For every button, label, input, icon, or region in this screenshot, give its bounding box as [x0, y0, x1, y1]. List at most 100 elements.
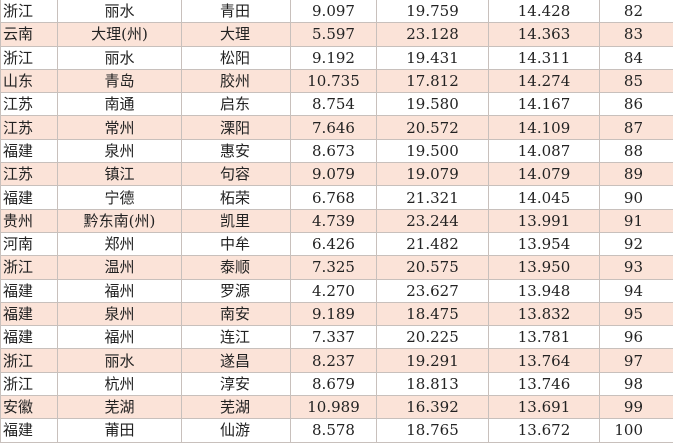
- rank-cell: 89: [599, 162, 673, 187]
- value-b-cell: 21.482: [376, 232, 489, 257]
- value-a-cell: 7.646: [290, 115, 377, 140]
- table-row: 安徽 芜湖 芜湖 10.989 16.392 13.691 99: [0, 395, 673, 420]
- value-c-cell: 14.311: [488, 46, 600, 70]
- province-cell: 浙江: [0, 255, 58, 280]
- city-cell: 丽水: [57, 348, 182, 373]
- county-cell: 松阳: [181, 46, 291, 70]
- county-cell: 罗源: [181, 279, 291, 303]
- table-row: 浙江 丽水 松阳 9.192 19.431 14.311 84: [0, 46, 673, 70]
- table-row: 福建 福州 连江 7.337 20.225 13.781 96: [0, 325, 673, 350]
- table-row: 江苏 常州 溧阳 7.646 20.572 14.109 87: [0, 115, 673, 140]
- value-a-cell: 5.597: [290, 22, 377, 47]
- value-c-cell: 13.950: [488, 255, 600, 280]
- county-cell: 凯里: [181, 209, 291, 233]
- value-b-cell: 23.627: [376, 279, 489, 303]
- city-cell: 镇江: [57, 162, 182, 187]
- value-c-cell: 14.079: [488, 162, 600, 187]
- rank-cell: 95: [599, 302, 673, 327]
- value-b-cell: 18.813: [376, 372, 489, 397]
- value-b-cell: 17.812: [376, 69, 489, 94]
- city-cell: 常州: [57, 115, 182, 140]
- table-row: 浙江 丽水 青田 9.097 19.759 14.428 82: [0, 0, 673, 24]
- province-cell: 福建: [0, 185, 58, 210]
- county-cell: 芜湖: [181, 395, 291, 420]
- value-c-cell: 13.746: [488, 372, 600, 397]
- county-cell: 遂昌: [181, 348, 291, 373]
- province-cell: 浙江: [0, 0, 58, 24]
- rank-cell: 91: [599, 209, 673, 233]
- value-b-cell: 18.475: [376, 302, 489, 327]
- county-cell: 大理: [181, 22, 291, 47]
- value-b-cell: 20.225: [376, 325, 489, 350]
- value-a-cell: 6.426: [290, 232, 377, 257]
- table-row: 浙江 杭州 淳安 8.679 18.813 13.746 98: [0, 372, 673, 397]
- value-a-cell: 9.189: [290, 302, 377, 327]
- county-cell: 惠安: [181, 139, 291, 164]
- county-cell: 连江: [181, 325, 291, 350]
- city-cell: 福州: [57, 325, 182, 350]
- rank-cell: 85: [599, 69, 673, 94]
- value-b-cell: 20.572: [376, 115, 489, 140]
- value-c-cell: 14.087: [488, 139, 600, 164]
- province-cell: 福建: [0, 279, 58, 303]
- value-b-cell: 19.291: [376, 348, 489, 373]
- value-a-cell: 8.754: [290, 92, 377, 117]
- value-a-cell: 8.673: [290, 139, 377, 164]
- table-row: 福建 泉州 惠安 8.673 19.500 14.087 88: [0, 139, 673, 164]
- rank-cell: 90: [599, 185, 673, 210]
- value-a-cell: 9.079: [290, 162, 377, 187]
- table-row: 福建 福州 罗源 4.270 23.627 13.948 94: [0, 279, 673, 303]
- city-cell: 郑州: [57, 232, 182, 257]
- value-a-cell: 10.735: [290, 69, 377, 94]
- county-cell: 南安: [181, 302, 291, 327]
- rank-cell: 99: [599, 395, 673, 420]
- province-cell: 浙江: [0, 348, 58, 373]
- rank-cell: 86: [599, 92, 673, 117]
- province-cell: 浙江: [0, 46, 58, 70]
- rank-cell: 87: [599, 115, 673, 140]
- rank-cell: 82: [599, 0, 673, 24]
- province-cell: 福建: [0, 302, 58, 327]
- city-cell: 宁德: [57, 185, 182, 210]
- value-b-cell: 23.244: [376, 209, 489, 233]
- table-row: 云南 大理(州) 大理 5.597 23.128 14.363 83: [0, 22, 673, 47]
- province-cell: 浙江: [0, 372, 58, 397]
- rank-cell: 94: [599, 279, 673, 303]
- province-cell: 江苏: [0, 162, 58, 187]
- county-cell: 仙游: [181, 418, 291, 443]
- city-cell: 莆田: [57, 418, 182, 443]
- value-b-cell: 20.575: [376, 255, 489, 280]
- value-c-cell: 14.167: [488, 92, 600, 117]
- city-cell: 杭州: [57, 372, 182, 397]
- province-cell: 安徽: [0, 395, 58, 420]
- city-cell: 芜湖: [57, 395, 182, 420]
- province-cell: 贵州: [0, 209, 58, 233]
- city-cell: 泉州: [57, 302, 182, 327]
- value-c-cell: 13.832: [488, 302, 600, 327]
- city-cell: 福州: [57, 279, 182, 303]
- value-b-cell: 19.580: [376, 92, 489, 117]
- table-row: 贵州 黔东南(州) 凯里 4.739 23.244 13.991 91: [0, 209, 673, 233]
- value-a-cell: 4.270: [290, 279, 377, 303]
- province-cell: 山东: [0, 69, 58, 94]
- province-cell: 河南: [0, 232, 58, 257]
- county-cell: 柘荣: [181, 185, 291, 210]
- value-c-cell: 13.948: [488, 279, 600, 303]
- table-row: 江苏 南通 启东 8.754 19.580 14.167 86: [0, 92, 673, 117]
- province-cell: 福建: [0, 139, 58, 164]
- table-row: 山东 青岛 胶州 10.735 17.812 14.274 85: [0, 69, 673, 94]
- city-cell: 丽水: [57, 0, 182, 24]
- value-a-cell: 7.337: [290, 325, 377, 350]
- value-a-cell: 8.237: [290, 348, 377, 373]
- rank-cell: 88: [599, 139, 673, 164]
- rank-cell: 96: [599, 325, 673, 350]
- rank-cell: 100: [599, 418, 673, 443]
- value-c-cell: 14.109: [488, 115, 600, 140]
- value-b-cell: 18.765: [376, 418, 489, 443]
- county-cell: 胶州: [181, 69, 291, 94]
- value-c-cell: 14.274: [488, 69, 600, 94]
- value-b-cell: 19.500: [376, 139, 489, 164]
- rank-cell: 97: [599, 348, 673, 373]
